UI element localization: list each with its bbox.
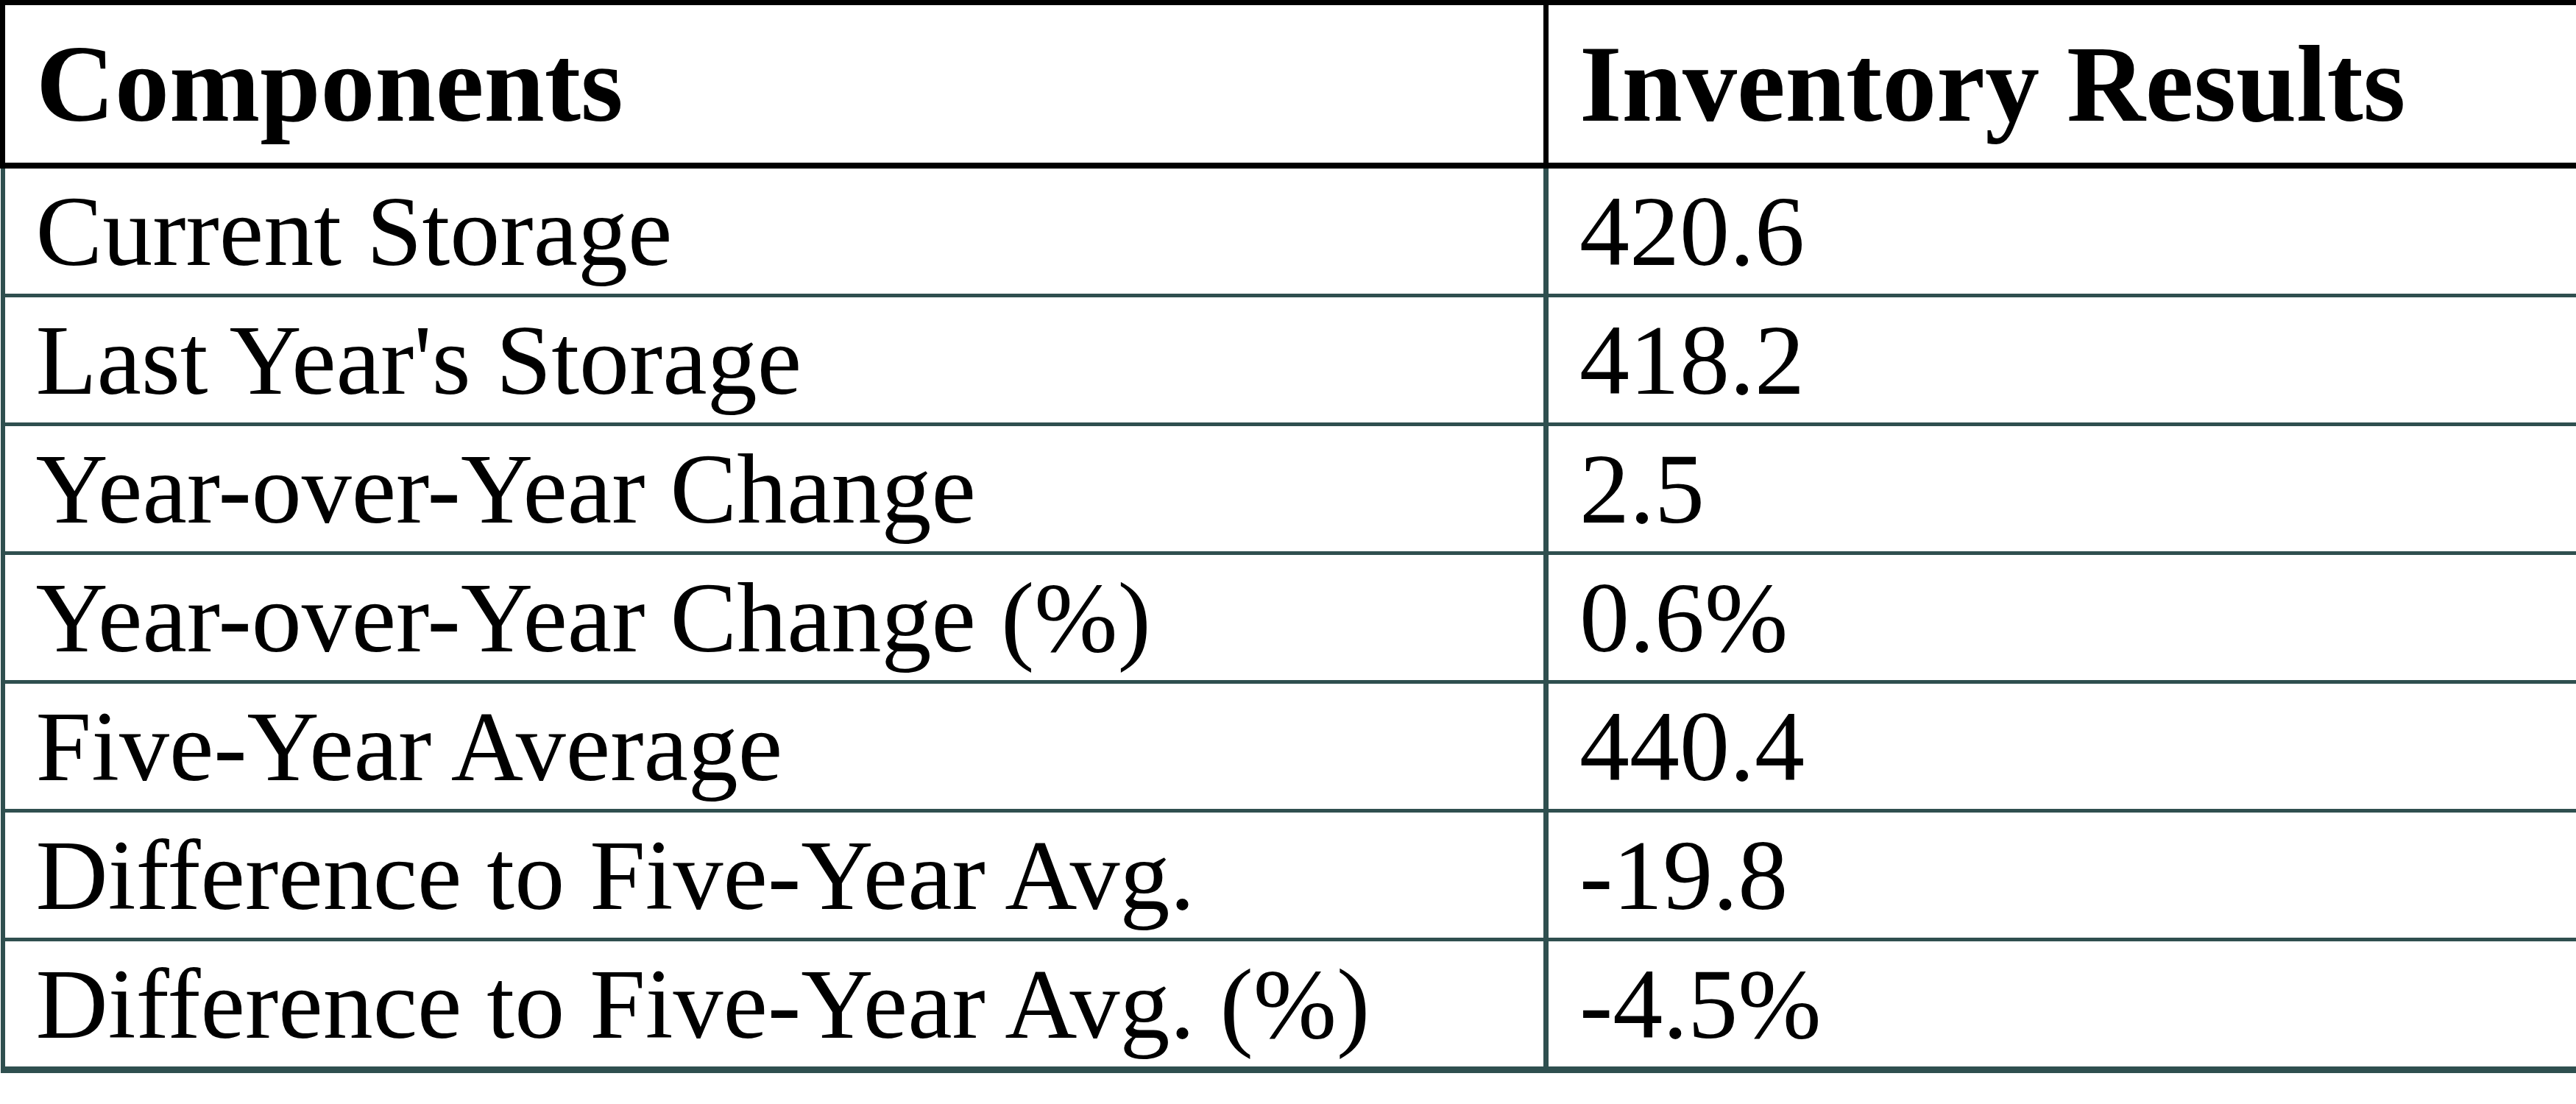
- table-row: Five-Year Average 440.4: [3, 682, 2576, 811]
- table-row: Difference to Five-Year Avg. (%) -4.5%: [3, 940, 2576, 1070]
- column-header-inventory-results: Inventory Results: [1546, 3, 2576, 166]
- result-cell: 418.2: [1546, 296, 2576, 425]
- result-cell: 0.6%: [1546, 553, 2576, 682]
- header-row: Components Inventory Results: [3, 3, 2576, 166]
- table-row: Difference to Five-Year Avg. -19.8: [3, 811, 2576, 940]
- inventory-table: Components Inventory Results Current Sto…: [0, 0, 2576, 1073]
- table-row: Last Year's Storage 418.2: [3, 296, 2576, 425]
- result-cell: 2.5: [1546, 425, 2576, 553]
- component-cell: Current Storage: [3, 166, 1546, 296]
- component-cell: Year-over-Year Change: [3, 425, 1546, 553]
- result-cell: 440.4: [1546, 682, 2576, 811]
- component-cell: Five-Year Average: [3, 682, 1546, 811]
- result-cell: 420.6: [1546, 166, 2576, 296]
- inventory-table-container: Components Inventory Results Current Sto…: [0, 0, 2576, 1073]
- table-row: Current Storage 420.6: [3, 166, 2576, 296]
- column-header-components: Components: [3, 3, 1546, 166]
- result-cell: -19.8: [1546, 811, 2576, 940]
- component-cell: Difference to Five-Year Avg. (%): [3, 940, 1546, 1070]
- component-cell: Last Year's Storage: [3, 296, 1546, 425]
- component-cell: Year-over-Year Change (%): [3, 553, 1546, 682]
- table-row: Year-over-Year Change (%) 0.6%: [3, 553, 2576, 682]
- result-cell: -4.5%: [1546, 940, 2576, 1070]
- table-row: Year-over-Year Change 2.5: [3, 425, 2576, 553]
- component-cell: Difference to Five-Year Avg.: [3, 811, 1546, 940]
